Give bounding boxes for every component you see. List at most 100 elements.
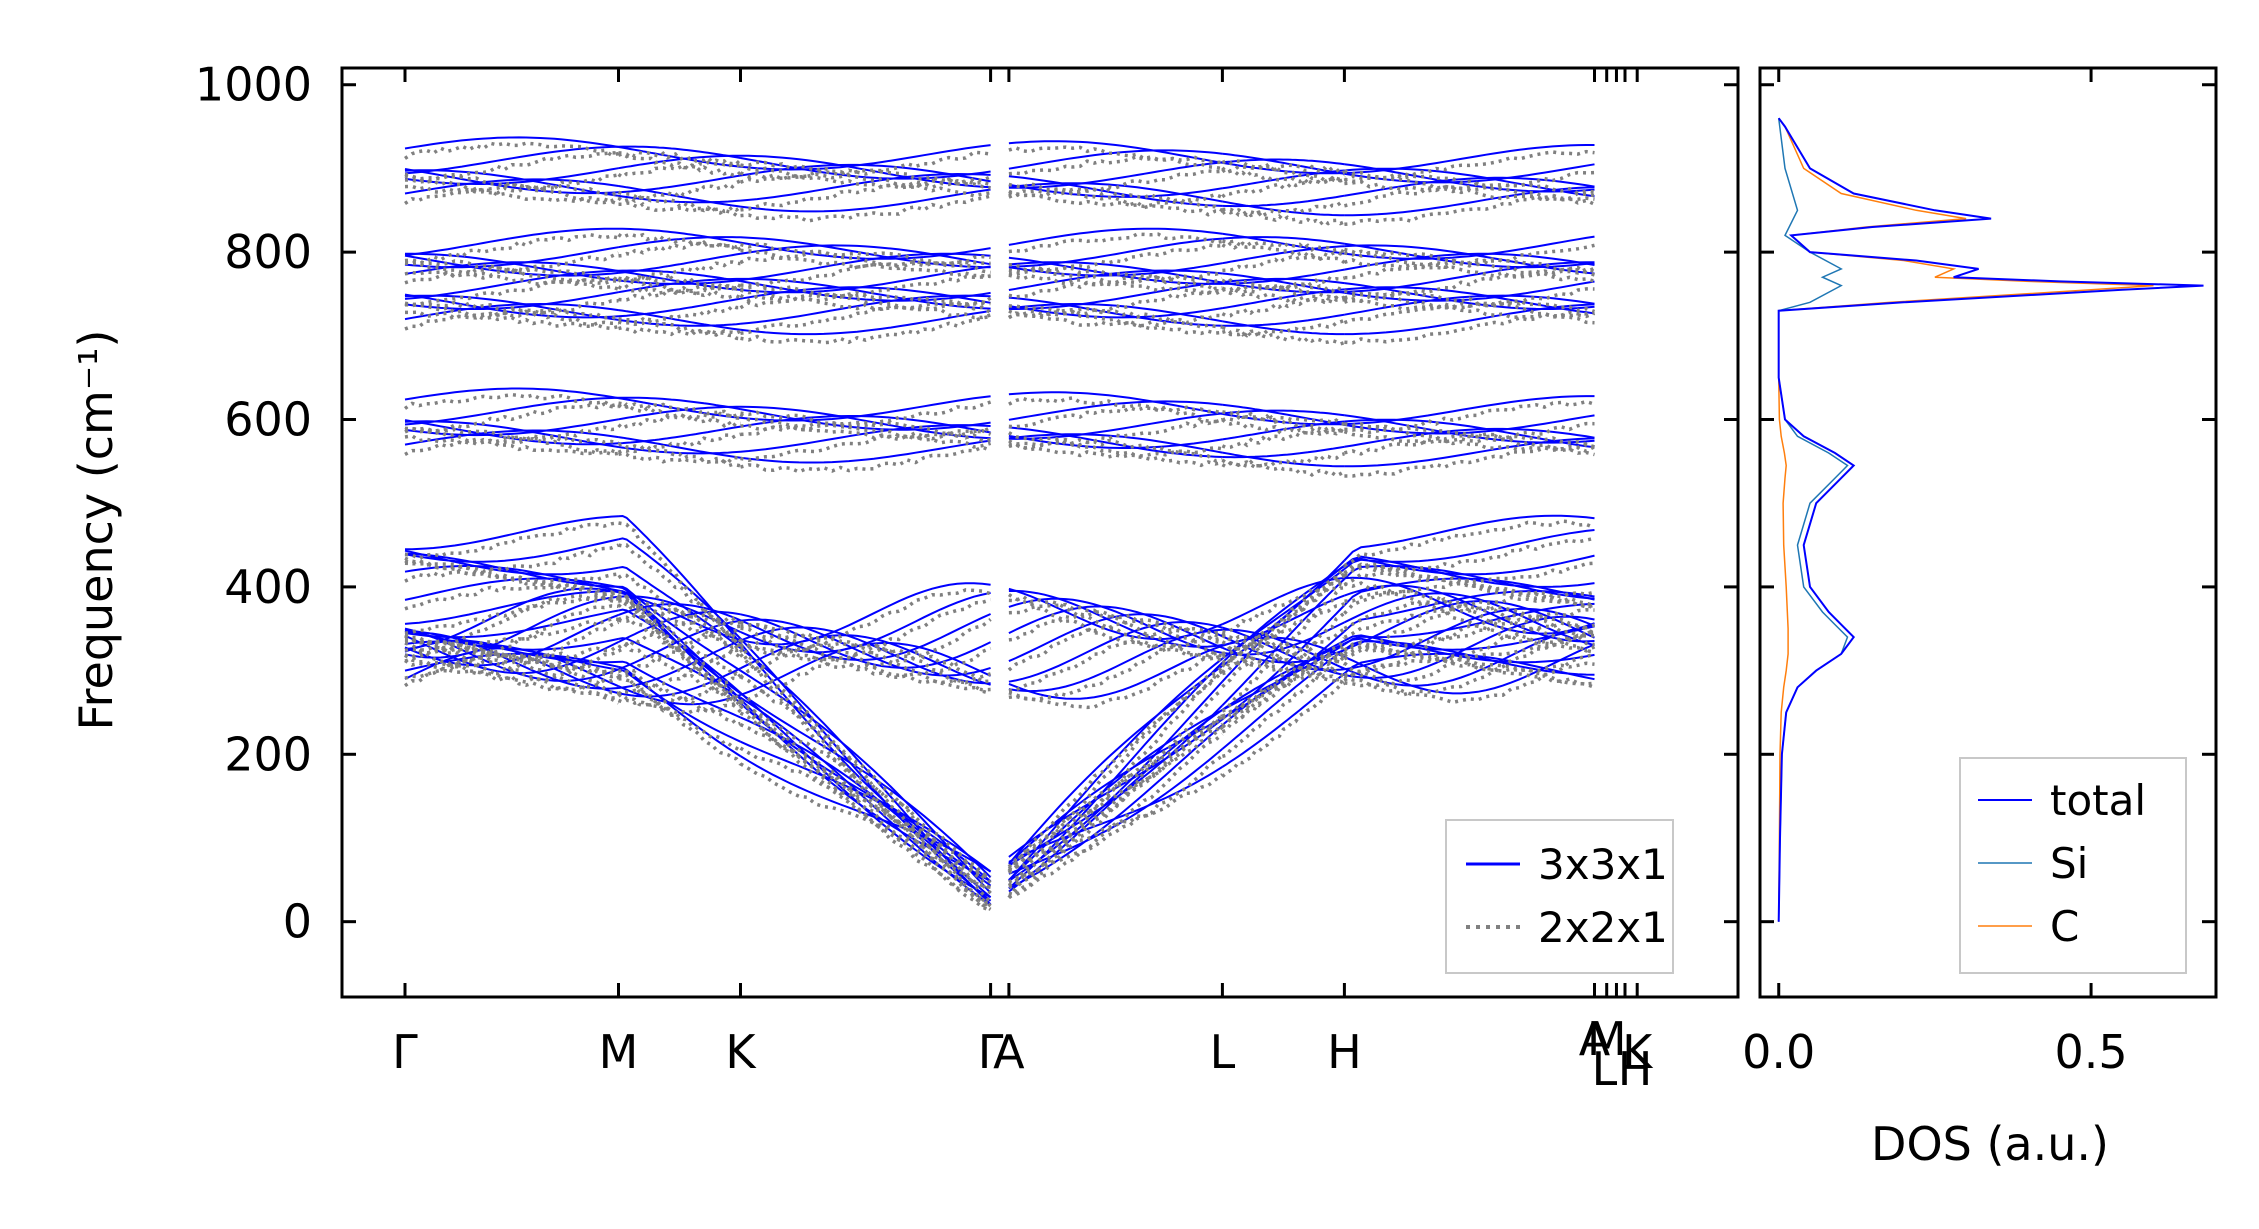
band-curve-2x2x1 xyxy=(1221,282,1346,294)
band-curve-2x2x1 xyxy=(404,172,620,205)
band-curve-2x2x1 xyxy=(617,642,742,708)
band-curve-2x2x1 xyxy=(617,599,742,643)
band-curve-3x3x1 xyxy=(618,236,741,249)
band-curve-2x2x1 xyxy=(1221,611,1346,729)
band-curve-3x3x1 xyxy=(618,154,741,170)
band-curve-2x2x1 xyxy=(739,642,992,910)
band-curve-2x2x1 xyxy=(739,704,992,913)
band-curve-2x2x1 xyxy=(617,274,742,300)
band-curve-3x3x1 xyxy=(1008,434,1223,449)
band-curve-2x2x1 xyxy=(1008,405,1223,429)
band-curve-2x2x1 xyxy=(404,266,619,285)
dos-curve-total xyxy=(1777,117,2204,922)
dos-y-ticks xyxy=(1760,83,2216,924)
band-curve-2x2x1 xyxy=(1007,307,1223,329)
high-symmetry-label: H xyxy=(1618,1042,1653,1096)
band-curve-2x2x1 xyxy=(1007,670,1224,873)
band-curve-3x3x1 xyxy=(1008,724,1224,890)
band-curve-3x3x1 xyxy=(404,590,619,625)
band-curve-2x2x1 xyxy=(404,617,619,649)
band-curve-3x3x1 xyxy=(1344,235,1595,260)
band-curve-3x3x1 xyxy=(740,591,991,654)
band-curve-2x2x1 xyxy=(617,402,741,430)
band-curve-3x3x1 xyxy=(1008,183,1223,198)
band-curve-2x2x1 xyxy=(1221,200,1346,218)
band-curve-2x2x1 xyxy=(1343,581,1595,615)
band-curve-3x3x1 xyxy=(1344,607,1595,671)
band-curve-2x2x1 xyxy=(617,594,742,714)
band-curve-2x2x1 xyxy=(1222,410,1345,434)
band-curve-2x2x1 xyxy=(617,179,742,204)
band-curve-2x2x1 xyxy=(617,690,742,716)
band-curve-2x2x1 xyxy=(1008,396,1223,424)
band-curve-2x2x1 xyxy=(1344,621,1596,688)
band-curve-2x2x1 xyxy=(739,698,992,884)
band-curve-3x3x1 xyxy=(404,178,619,195)
band-curve-2x2x1 xyxy=(404,637,619,674)
band-curve-3x3x1 xyxy=(1344,418,1595,449)
band-curve-2x2x1 xyxy=(405,299,619,321)
band-curve-2x2x1 xyxy=(740,242,991,279)
high-symmetry-label: Γ xyxy=(392,1025,418,1079)
band-curve-3x3x1 xyxy=(618,194,741,204)
band-curve-2x2x1 xyxy=(1221,681,1346,778)
band-curve-2x2x1 xyxy=(740,400,992,433)
band-curve-2x2x1 xyxy=(618,151,742,178)
band-curve-2x2x1 xyxy=(404,151,619,184)
band-curve-3x3x1 xyxy=(740,277,991,310)
band-curve-3x3x1 xyxy=(1008,704,1224,867)
band-curve-2x2x1 xyxy=(1343,605,1595,661)
band-curve-2x2x1 xyxy=(740,428,992,463)
band-curve-3x3x1 xyxy=(1222,272,1345,294)
band-curve-2x2x1 xyxy=(617,667,742,727)
band-curve-3x3x1 xyxy=(618,396,741,411)
band-curve-3x3x1 xyxy=(404,293,619,319)
band-curve-3x3x1 xyxy=(1008,140,1223,164)
band-curve-2x2x1 xyxy=(1344,266,1596,303)
band-curve-3x3x1 xyxy=(1008,161,1223,189)
band-curve-3x3x1 xyxy=(1222,268,1345,285)
band-curve-2x2x1 xyxy=(1221,458,1346,478)
dos-xtick-label: 0.5 xyxy=(2054,1025,2127,1079)
band-curve-3x3x1 xyxy=(740,439,991,464)
band-curve-2x2x1 xyxy=(404,644,620,705)
band-curve-2x2x1 xyxy=(1343,657,1596,689)
band-curve-2x2x1 xyxy=(1343,652,1595,705)
band-curve-2x2x1 xyxy=(739,711,992,879)
band-curve-2x2x1 xyxy=(739,274,991,303)
band-curve-2x2x1 xyxy=(618,401,741,420)
band-lines xyxy=(403,136,1596,913)
band-curve-2x2x1 xyxy=(404,521,619,561)
band-curve-3x3x1 xyxy=(1221,577,1345,626)
band-curve-2x2x1 xyxy=(1221,325,1345,346)
band-curve-3x3x1 xyxy=(1222,158,1345,166)
high-symmetry-label: K xyxy=(725,1025,757,1079)
band-curve-2x2x1 xyxy=(739,704,991,890)
band-y-ticks: 0 200 400 600 800 1000 xyxy=(195,58,1738,949)
band-curve-3x3x1 xyxy=(1008,657,1224,882)
band-curve-2x2x1 xyxy=(617,672,742,766)
dos-x-ticks: 0.0 0.5 xyxy=(1742,68,2128,1079)
band-curve-2x2x1 xyxy=(739,722,992,908)
band-curve-2x2x1 xyxy=(1344,191,1595,227)
band-curve-2x2x1 xyxy=(1008,309,1223,328)
band-ytick-label: 800 xyxy=(224,225,312,279)
band-curve-3x3x1 xyxy=(1222,313,1345,327)
band-curve-3x3x1 xyxy=(404,254,619,277)
band-curve-2x2x1 xyxy=(1008,609,1223,658)
band-curve-3x3x1 xyxy=(1008,182,1223,203)
band-curve-2x2x1 xyxy=(1343,597,1595,654)
band-curve-2x2x1 xyxy=(1221,166,1345,186)
band-curve-2x2x1 xyxy=(617,158,742,180)
band-curve-2x2x1 xyxy=(1343,630,1595,697)
band-curve-3x3x1 xyxy=(1008,281,1223,310)
band-curve-3x3x1 xyxy=(618,514,742,644)
band-curve-3x3x1 xyxy=(618,297,741,318)
band-plot-frame xyxy=(340,66,1740,999)
y-axis-title: Frequency (cm⁻¹) xyxy=(69,330,123,731)
band-curve-2x2x1 xyxy=(1343,561,1595,585)
high-symmetry-label: Γ xyxy=(978,1025,1004,1079)
band-curve-2x2x1 xyxy=(739,648,992,895)
band-ytick-label: 400 xyxy=(224,560,312,614)
band-curve-2x2x1 xyxy=(404,301,619,329)
